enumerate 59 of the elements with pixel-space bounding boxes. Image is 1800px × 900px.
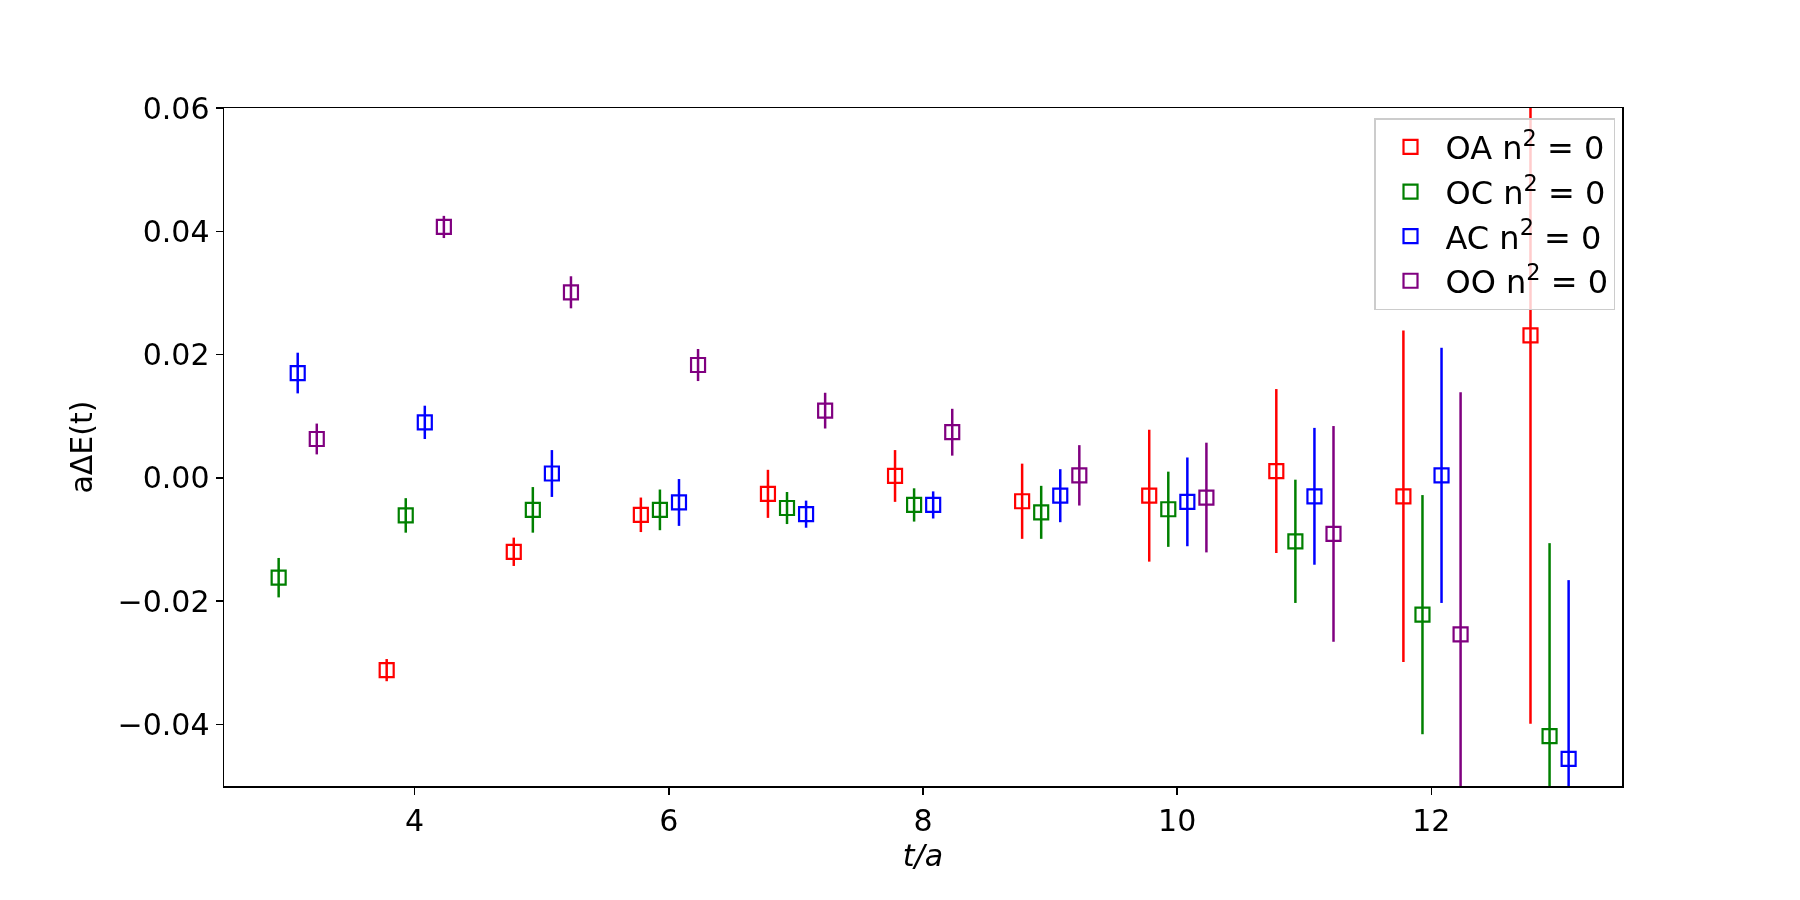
y-tick-label: −0.02 — [117, 583, 210, 619]
point — [651, 501, 669, 518]
point — [1452, 626, 1469, 643]
y-tick-label: −0.04 — [117, 706, 210, 742]
point — [632, 506, 649, 523]
y-axis-title: aΔE(t) — [63, 400, 99, 494]
point — [1071, 467, 1088, 484]
point — [397, 507, 414, 524]
point — [1141, 487, 1158, 504]
legend-label: OO n$^{2}$ = 0 — [1445, 258, 1609, 302]
point — [1560, 750, 1577, 767]
point — [1522, 327, 1539, 344]
point — [562, 284, 580, 301]
point — [1414, 606, 1431, 623]
point — [1395, 488, 1412, 505]
point — [797, 506, 815, 523]
point — [944, 424, 961, 441]
point — [1433, 467, 1450, 484]
point — [925, 496, 942, 514]
legend-label: OC n$^{2}$ = 0 — [1445, 169, 1606, 213]
y-tick-label: 0.02 — [142, 337, 210, 373]
x-tick-label: 4 — [405, 802, 425, 838]
point — [1052, 487, 1069, 504]
point — [1198, 489, 1215, 506]
x-tick-label: 8 — [913, 802, 933, 838]
point — [1325, 525, 1342, 543]
y-tick-label: 0.04 — [142, 213, 210, 249]
point — [817, 402, 834, 419]
point — [1160, 501, 1177, 518]
legend-label: AC n$^{2}$ = 0 — [1445, 214, 1602, 257]
point — [1541, 727, 1558, 745]
point — [1287, 533, 1304, 550]
point — [689, 356, 707, 374]
y-tick-label: 0.00 — [142, 460, 210, 496]
point — [505, 543, 522, 560]
x-tick-label: 12 — [1412, 802, 1451, 838]
point — [1306, 488, 1323, 505]
legend-label: OA n$^{2}$ = 0 — [1445, 125, 1605, 168]
point — [270, 569, 287, 586]
point — [378, 662, 395, 679]
point — [1014, 493, 1031, 510]
point — [543, 465, 560, 482]
point — [308, 430, 325, 448]
point — [289, 364, 306, 382]
point — [524, 501, 541, 518]
point — [670, 494, 688, 511]
point — [1179, 493, 1196, 510]
point — [886, 467, 904, 485]
x-tick-label: 6 — [659, 802, 679, 838]
point — [759, 485, 777, 502]
point — [435, 218, 452, 236]
x-tick-label: 10 — [1158, 802, 1197, 838]
x-axis-title: t/a — [902, 837, 944, 873]
point — [416, 414, 433, 431]
point — [778, 499, 796, 517]
point — [1033, 504, 1050, 521]
y-tick-label: 0.06 — [142, 90, 210, 126]
point — [906, 496, 923, 514]
point — [1268, 462, 1285, 480]
